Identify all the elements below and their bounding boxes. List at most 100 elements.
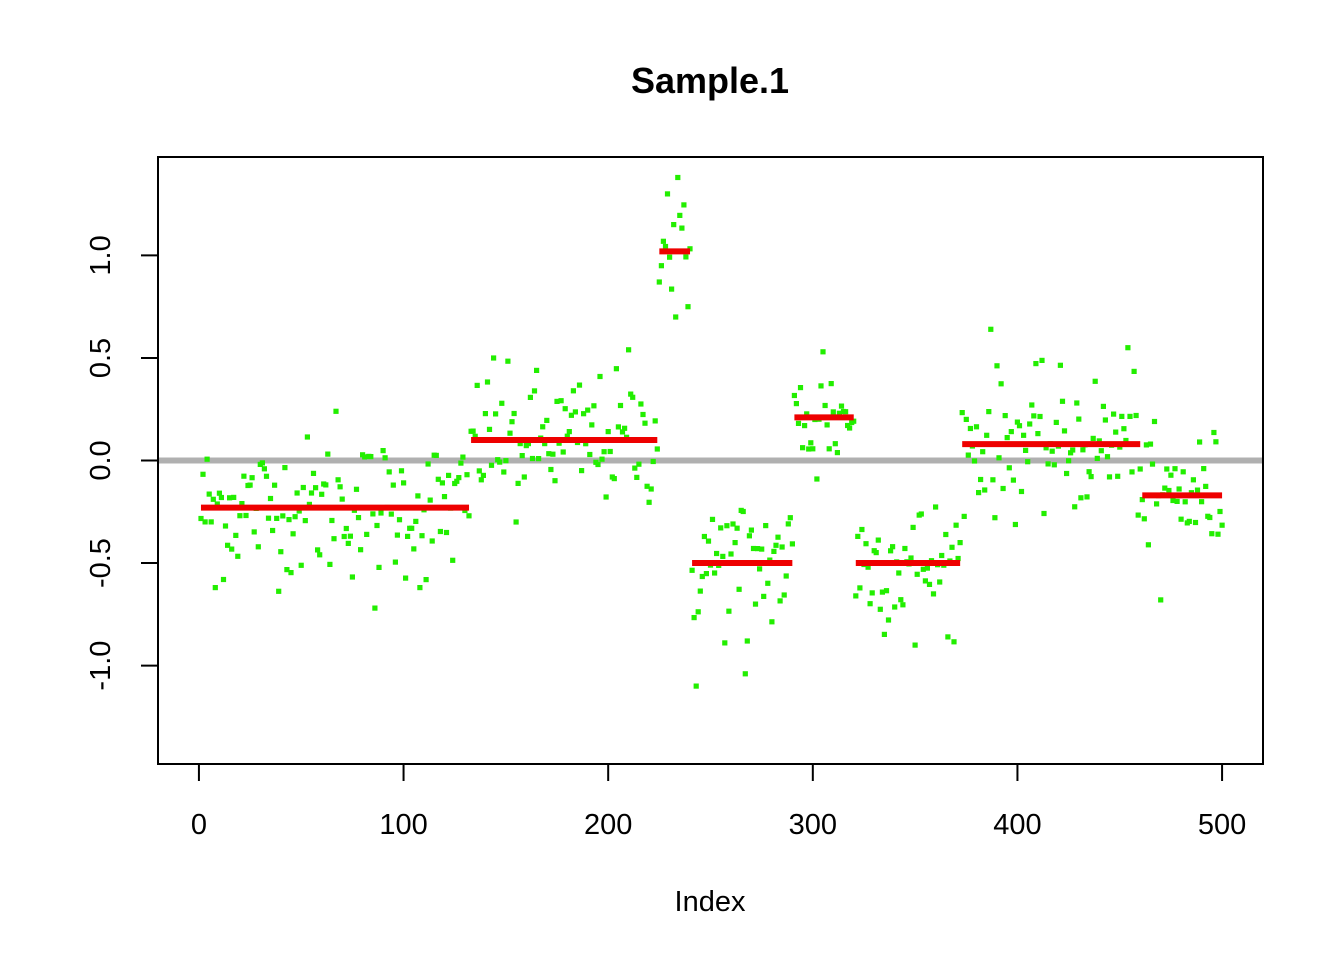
data-point — [1074, 400, 1080, 406]
data-point — [302, 518, 308, 524]
data-point — [1008, 429, 1014, 435]
data-point — [679, 225, 685, 231]
data-point — [1147, 441, 1154, 447]
data-point — [335, 477, 341, 483]
data-point — [1199, 499, 1205, 505]
data-point — [685, 304, 691, 310]
data-point — [337, 484, 343, 490]
data-point — [331, 536, 337, 542]
data-point — [225, 542, 231, 548]
data-point — [720, 553, 726, 559]
data-point — [1162, 485, 1168, 491]
data-point — [548, 466, 554, 473]
data-point — [836, 410, 842, 416]
data-point — [1174, 498, 1180, 504]
data-point — [910, 524, 916, 530]
data-point — [896, 570, 902, 576]
data-point — [777, 598, 783, 604]
data-point — [278, 549, 284, 555]
data-point — [374, 522, 380, 529]
data-point — [364, 531, 370, 537]
data-point — [1115, 473, 1121, 479]
data-point — [218, 494, 224, 501]
data-point — [216, 490, 222, 496]
data-point — [546, 451, 552, 457]
data-point — [943, 531, 949, 538]
data-point — [536, 456, 542, 462]
data-point — [227, 495, 233, 501]
data-point — [793, 401, 799, 407]
data-point — [204, 456, 210, 462]
data-point — [358, 547, 364, 553]
data-point — [251, 529, 257, 535]
data-point — [499, 400, 505, 406]
data-point — [769, 619, 775, 625]
chart-title: Sample.1 — [631, 60, 789, 101]
data-point — [955, 555, 961, 562]
data-point — [1139, 497, 1145, 503]
data-point — [1064, 470, 1070, 477]
data-point — [646, 499, 652, 505]
segments-layer — [200, 248, 1223, 567]
data-point — [808, 440, 814, 446]
data-point — [922, 578, 928, 584]
data-point — [1004, 435, 1010, 441]
data-point — [1059, 398, 1066, 404]
data-point — [423, 577, 429, 583]
data-point — [282, 465, 288, 471]
data-point — [675, 174, 681, 181]
data-point — [343, 525, 349, 532]
data-point — [554, 398, 560, 404]
data-point — [671, 222, 677, 228]
data-point — [595, 461, 601, 468]
data-point — [505, 358, 511, 364]
data-point — [859, 526, 865, 533]
data-point — [435, 476, 441, 482]
data-point — [1006, 465, 1012, 471]
data-point — [325, 451, 331, 457]
data-point — [691, 615, 697, 621]
data-point — [705, 538, 712, 544]
data-point — [1141, 516, 1147, 522]
data-point — [773, 542, 779, 548]
data-point — [249, 475, 255, 481]
data-point — [926, 581, 933, 587]
data-point — [740, 508, 746, 515]
data-point — [1119, 413, 1125, 419]
data-point — [1053, 419, 1059, 425]
data-point — [898, 597, 904, 603]
data-point — [482, 411, 488, 417]
data-point — [763, 523, 769, 529]
y-axis: -1.0 -0.5 0.0 0.5 1.0 — [85, 235, 159, 691]
data-point — [980, 449, 986, 455]
data-point — [460, 454, 466, 460]
data-point — [853, 593, 859, 599]
data-point — [542, 441, 548, 447]
data-point — [832, 441, 838, 447]
data-point — [879, 589, 885, 595]
data-point — [781, 592, 787, 598]
data-point — [1010, 477, 1016, 483]
data-point — [292, 514, 298, 520]
data-point — [838, 403, 845, 409]
data-point — [515, 480, 521, 486]
data-point — [534, 367, 540, 373]
data-point — [313, 485, 319, 491]
data-point — [775, 534, 781, 540]
data-point — [953, 522, 959, 528]
data-point — [885, 617, 892, 623]
data-point — [267, 495, 274, 502]
data-point — [857, 585, 863, 591]
data-point — [1049, 448, 1055, 454]
data-point — [789, 541, 795, 547]
data-point — [339, 496, 345, 502]
data-point — [1037, 413, 1043, 420]
data-point — [464, 472, 470, 478]
data-point — [272, 482, 278, 488]
data-point — [971, 458, 978, 464]
data-point — [810, 446, 816, 452]
data-point — [976, 490, 982, 496]
data-point — [429, 538, 435, 544]
data-point — [470, 428, 476, 434]
y-tick-label: -1.0 — [85, 641, 117, 691]
